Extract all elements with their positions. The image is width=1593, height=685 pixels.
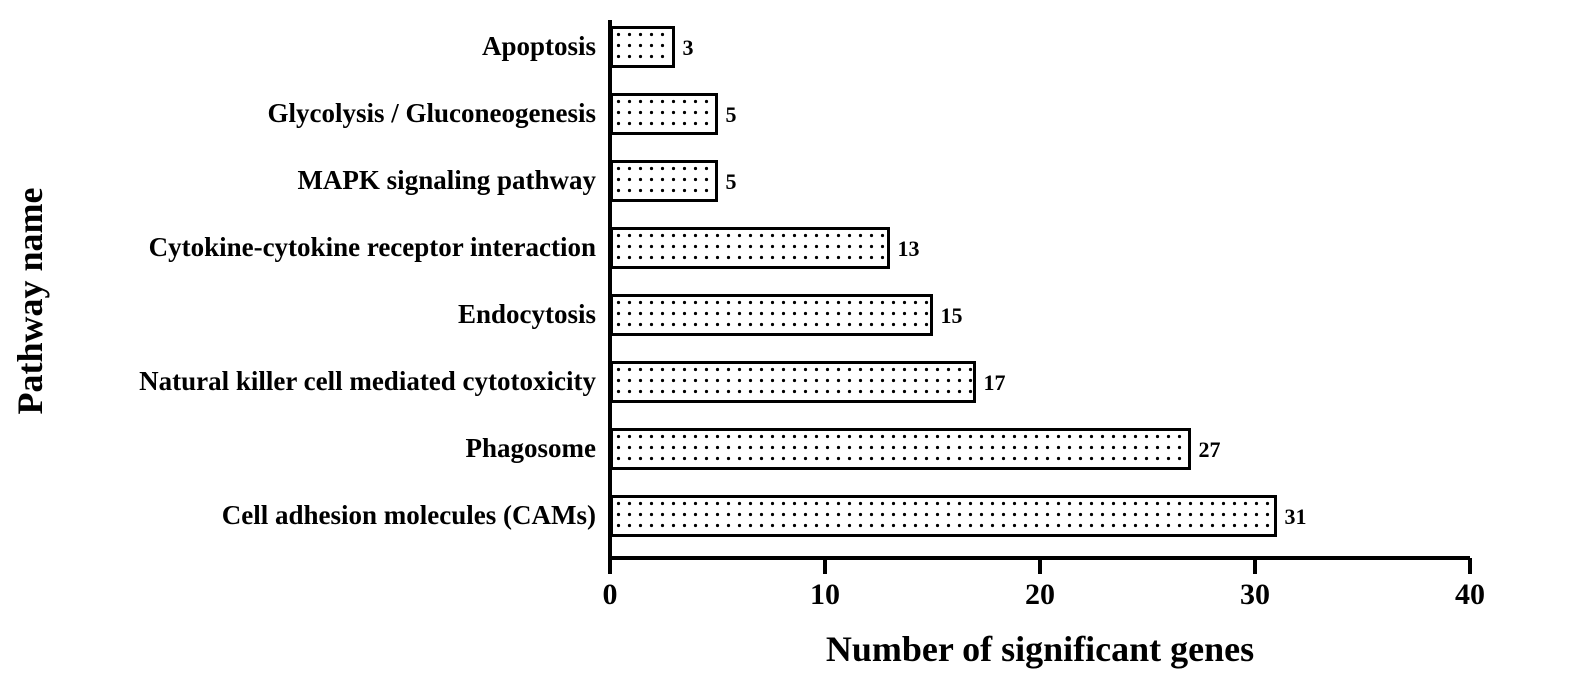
- value-label: 13: [898, 236, 920, 262]
- bar-row: Cell adhesion molecules (CAMs)31: [610, 495, 1470, 537]
- y-axis-title: Pathway name: [9, 151, 51, 451]
- y-tick-label: Phagosome: [466, 433, 611, 464]
- value-label: 27: [1199, 437, 1221, 463]
- value-label: 5: [726, 169, 737, 195]
- bar: [610, 93, 718, 135]
- bar-row: Phagosome27: [610, 428, 1470, 470]
- bar: [610, 361, 976, 403]
- bar: [610, 294, 933, 336]
- chart-container: Pathway name Apoptosis3Glycolysis / Gluc…: [0, 0, 1593, 685]
- bar-row: Natural killer cell mediated cytotoxicit…: [610, 361, 1470, 403]
- x-axis-title: Number of significant genes: [610, 628, 1470, 670]
- y-tick-label: Cell adhesion molecules (CAMs): [222, 500, 610, 531]
- value-label: 15: [941, 303, 963, 329]
- y-tick-label: MAPK signaling pathway: [297, 165, 610, 196]
- x-tick: [1468, 558, 1472, 574]
- y-tick-label: Apoptosis: [482, 31, 610, 62]
- bar: [610, 428, 1191, 470]
- x-tick: [823, 558, 827, 574]
- x-tick: [608, 558, 612, 574]
- bar-row: Apoptosis3: [610, 26, 1470, 68]
- value-label: 17: [984, 370, 1006, 396]
- bar: [610, 227, 890, 269]
- x-tick-label: 10: [810, 578, 840, 612]
- x-tick: [1038, 558, 1042, 574]
- x-tick-label: 40: [1455, 578, 1485, 612]
- x-tick-label: 30: [1240, 578, 1270, 612]
- x-tick: [1253, 558, 1257, 574]
- y-tick-label: Glycolysis / Gluconeogenesis: [267, 98, 610, 129]
- value-label: 31: [1285, 504, 1307, 530]
- y-axis-line: [608, 20, 612, 558]
- x-tick-label: 20: [1025, 578, 1055, 612]
- plot-area: Apoptosis3 Glycolysis / Gluconeogenesis5 M…: [610, 20, 1470, 558]
- value-label: 3: [683, 35, 694, 61]
- bar-row: Glycolysis / Gluconeogenesis5: [610, 93, 1470, 135]
- y-tick-label: Cytokine-cytokine receptor interaction: [149, 232, 610, 263]
- bar: [610, 495, 1277, 537]
- x-tick-label: 0: [603, 578, 618, 612]
- bar-row: Cytokine-cytokine receptor interaction13: [610, 227, 1470, 269]
- value-label: 5: [726, 102, 737, 128]
- bar: [610, 26, 675, 68]
- bar-row: MAPK signaling pathway5: [610, 160, 1470, 202]
- y-tick-label: Endocytosis: [458, 299, 610, 330]
- y-tick-label: Natural killer cell mediated cytotoxicit…: [139, 366, 610, 397]
- bar-row: Endocytosis15: [610, 294, 1470, 336]
- bar: [610, 160, 718, 202]
